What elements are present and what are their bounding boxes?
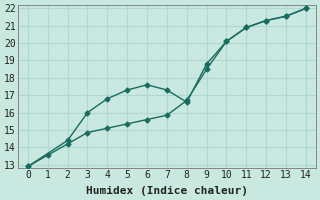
X-axis label: Humidex (Indice chaleur): Humidex (Indice chaleur) <box>86 186 248 196</box>
